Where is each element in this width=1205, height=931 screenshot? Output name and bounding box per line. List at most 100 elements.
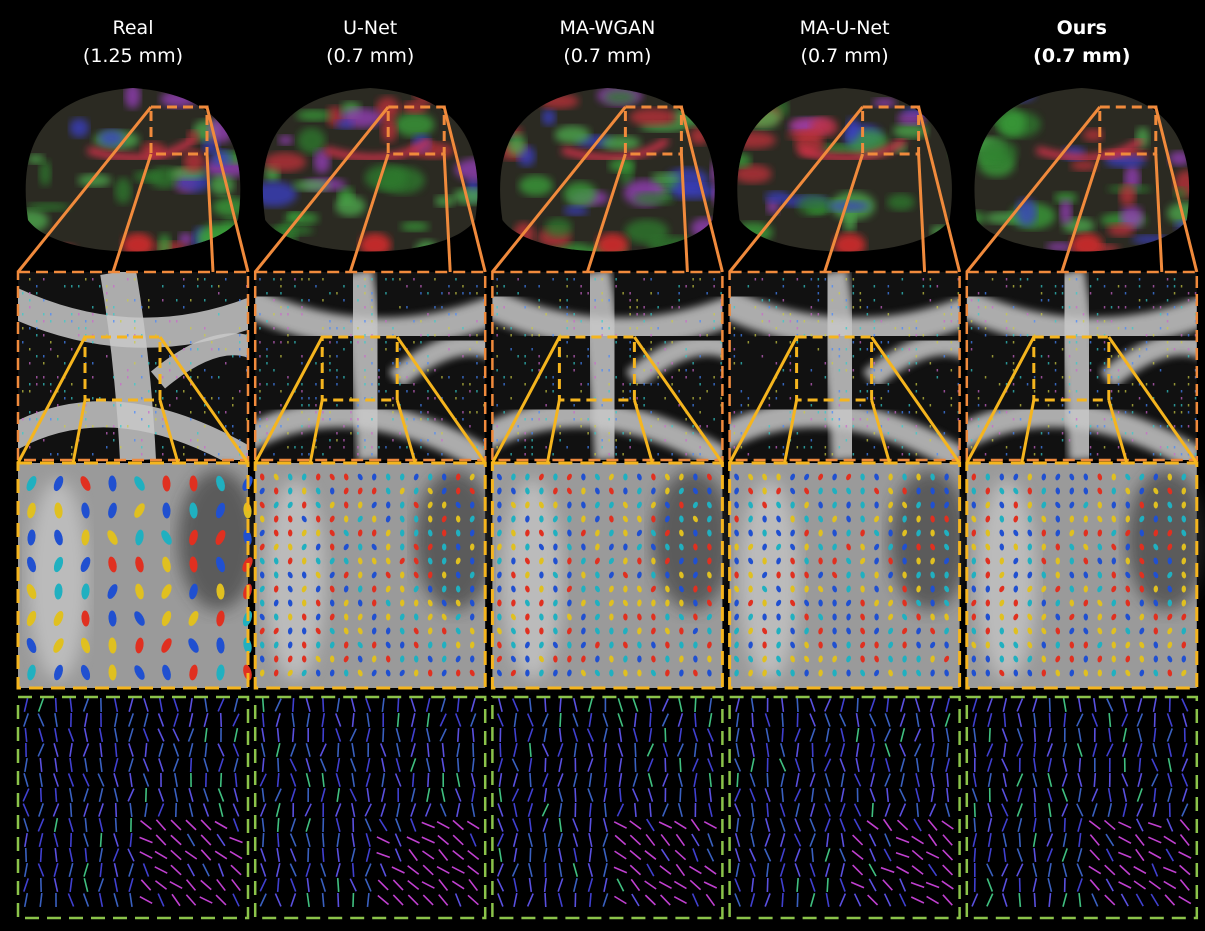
glyph-dot [1055, 369, 1057, 372]
glyph-dot [650, 411, 652, 414]
glyph-dot [853, 341, 855, 344]
glyph-dot [280, 390, 282, 393]
glyph-dot [671, 425, 673, 428]
glyph-dot [552, 383, 554, 386]
glyph-dot [29, 390, 31, 393]
glyph-dot [78, 285, 80, 288]
glyph-dot [1034, 453, 1036, 456]
glyph-dot [71, 348, 73, 351]
glyph-dot [601, 327, 603, 330]
glyph-dot [985, 292, 987, 295]
glyph-dot [29, 292, 31, 295]
glyph-dot [503, 376, 505, 379]
glyph-dot [678, 292, 680, 295]
glyph-dot [1041, 292, 1043, 295]
glyph-dot [1188, 439, 1190, 442]
glyph-dot [985, 327, 987, 330]
glyph-dot [608, 439, 610, 442]
glyph-dot [280, 306, 282, 309]
glyph-dot [985, 376, 987, 379]
glyph-dot [1160, 453, 1162, 456]
glyph-dot [1076, 341, 1078, 344]
glyph-dot [1097, 404, 1099, 407]
glyph-dot [643, 383, 645, 386]
glyph-dot [43, 334, 45, 337]
glyph-dot [692, 362, 694, 365]
glyph-dot [287, 334, 289, 337]
glyph-dot [469, 292, 471, 295]
glyph-dot [636, 306, 638, 309]
glyph-dot [874, 334, 876, 337]
glyph-dot [594, 425, 596, 428]
glyph-dot [517, 439, 519, 442]
fiber-blob [296, 110, 331, 121]
glyph-dot [496, 306, 498, 309]
fiber-blob [210, 175, 235, 195]
glyph-dot [839, 334, 841, 337]
glyph-dot [190, 439, 192, 442]
glyph-dot [510, 453, 512, 456]
glyph-dot [538, 355, 540, 358]
fiber-line [635, 743, 636, 757]
glyph-dot [1153, 306, 1155, 309]
glyph-dot [378, 376, 380, 379]
glyph-dot [127, 299, 129, 302]
glyph-dot [162, 453, 164, 456]
glyph-dot [266, 383, 268, 386]
glyph-dot [1006, 411, 1008, 414]
glyph-dot [336, 376, 338, 379]
glyph-dot [50, 453, 52, 456]
glyph-dot [832, 453, 834, 456]
glyph-dot [120, 404, 122, 407]
glyph-dot [629, 306, 631, 309]
glyph-dot [846, 348, 848, 351]
glyph-dot [322, 299, 324, 302]
glyph-dot [280, 285, 282, 288]
glyph-dot [441, 432, 443, 435]
glyph-dot [162, 299, 164, 302]
glyph-dot [1167, 446, 1169, 449]
glyph-dot [608, 418, 610, 421]
glyph-dot [755, 306, 757, 309]
glyph-dot [797, 320, 799, 323]
glyph-dot [692, 285, 694, 288]
glyph-dot [860, 404, 862, 407]
column-resolution: (0.7 mm) [1033, 45, 1130, 67]
glyph-dot [141, 453, 143, 456]
glyph-dot [1090, 341, 1092, 344]
glyph-dot [1167, 285, 1169, 288]
glyph-dot [134, 278, 136, 281]
glyph-dot [162, 425, 164, 428]
glyph-dot [36, 327, 38, 330]
glyph-dot [846, 299, 848, 302]
glyph-dot [916, 453, 918, 456]
glyph-dot [399, 306, 401, 309]
glyph-dot [57, 376, 59, 379]
glyph-dot [881, 397, 883, 400]
glyph-dot [594, 362, 596, 365]
glyph-dot [266, 418, 268, 421]
glyph-dot [448, 313, 450, 316]
glyph-dot [664, 439, 666, 442]
glyph-dot [790, 313, 792, 316]
glyph-dot [1090, 432, 1092, 435]
glyph-dot [762, 320, 764, 323]
glyph-dot [776, 341, 778, 344]
glyph-dot [392, 411, 394, 414]
glyph-dot [364, 334, 366, 337]
glyph-dot [1181, 334, 1183, 337]
glyph-dot [825, 425, 827, 428]
glyph-dot [50, 313, 52, 316]
glyph-dot [29, 299, 31, 302]
glyph-dot [183, 285, 185, 288]
fiber-line [635, 758, 636, 772]
glyph-dot [867, 397, 869, 400]
glyph-dot [1167, 299, 1169, 302]
glyph-dot [106, 432, 108, 435]
glyph-dot [902, 425, 904, 428]
fiber-line [1094, 773, 1095, 787]
glyph-dot [392, 404, 394, 407]
glyph-dot [71, 397, 73, 400]
glyph-dot [385, 278, 387, 281]
glyph-dot [64, 390, 66, 393]
